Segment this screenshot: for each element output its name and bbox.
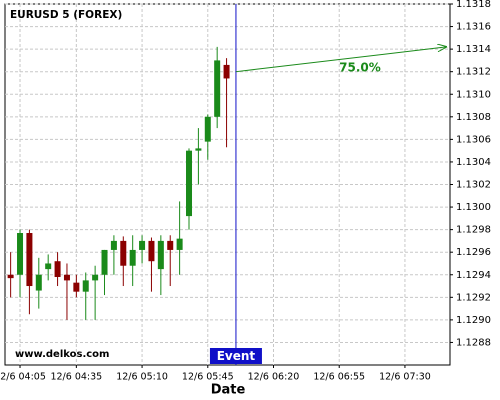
y-tick-label: 1.1306 [456, 134, 491, 145]
x-tick-label: 12/6 04:05 [0, 372, 46, 383]
watermark: www.delkos.com [15, 349, 109, 360]
y-tick-label: 1.1292 [456, 292, 491, 303]
y-tick-label: 1.1314 [456, 44, 491, 55]
y-tick-label: 1.1288 [456, 337, 491, 348]
x-axis-label: Date [211, 383, 246, 398]
event-label: Event [217, 349, 256, 363]
candle-body [120, 240, 127, 266]
candle-body [139, 240, 146, 250]
candle-body [92, 274, 99, 281]
x-tick-label: 12/6 04:35 [50, 372, 102, 383]
x-tick-label: 12/6 07:30 [379, 372, 431, 383]
y-tick-label: 1.1308 [456, 112, 491, 123]
candle-body [73, 282, 80, 292]
candle-body [223, 64, 230, 79]
y-tick-label: 1.1300 [456, 202, 491, 213]
forecast-label: 75.0% [339, 61, 381, 75]
candle-body [54, 261, 61, 278]
candle-body [148, 240, 155, 262]
candle-body [26, 233, 33, 287]
x-tick-label: 12/6 05:10 [116, 372, 168, 383]
candle-body [157, 240, 164, 270]
y-tick-label: 1.1318 [456, 0, 491, 10]
candle-body [17, 233, 24, 275]
chart-title: EURUSD 5 (FOREX) [10, 9, 122, 21]
candle-body [214, 60, 221, 117]
y-tick-label: 1.1316 [456, 22, 491, 33]
candle-body [45, 263, 52, 270]
marks [7, 46, 230, 320]
y-tick-label: 1.1312 [456, 67, 491, 78]
candle-body [167, 240, 174, 250]
candle-body [63, 274, 70, 281]
candle-body [7, 274, 14, 279]
y-tick-label: 1.1290 [456, 315, 491, 326]
y-tick-label: 1.1294 [456, 270, 491, 281]
candle-body [195, 148, 202, 151]
x-tick-label: 12/6 05:45 [182, 372, 234, 383]
event-label-box [209, 348, 262, 364]
y-tick-label: 1.1310 [456, 89, 491, 100]
y-tick-label: 1.1298 [456, 225, 491, 236]
y-tick-label: 1.1296 [456, 247, 491, 258]
candle-body [186, 150, 193, 217]
forecast-arrow [235, 47, 446, 73]
candle-body [176, 238, 183, 250]
candle-body [35, 274, 42, 291]
candle-body [129, 249, 136, 266]
candle-body [110, 240, 117, 250]
x-tick-label: 12/6 06:20 [248, 372, 300, 383]
candle-body [204, 116, 211, 142]
candle-body [82, 280, 89, 292]
y-tick-label: 1.1302 [456, 180, 491, 191]
y-tick-label: 1.1304 [456, 157, 491, 168]
candle-body [101, 249, 108, 275]
x-tick-label: 12/6 06:55 [313, 372, 365, 383]
